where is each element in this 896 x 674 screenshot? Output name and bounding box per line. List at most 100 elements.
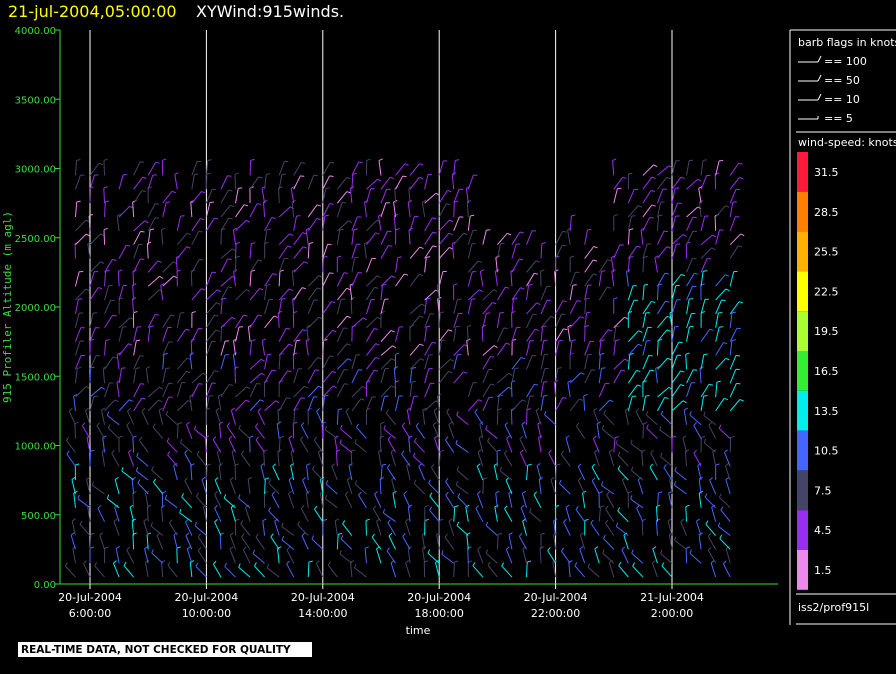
wind-barb-flag: [185, 518, 189, 523]
wind-barb: [540, 286, 548, 301]
wind-barb: [526, 302, 538, 315]
wind-barb: [351, 272, 359, 287]
wind-barb-flag: [707, 546, 712, 551]
wind-barb: [336, 383, 345, 398]
wind-barb-flag: [556, 463, 561, 466]
wind-barb: [247, 326, 251, 342]
wind-barb: [102, 437, 106, 453]
wind-barb: [106, 498, 120, 509]
wind-barb: [205, 160, 209, 176]
wind-barb: [445, 494, 455, 509]
x-ticks: 20-Jul-20046:00:0020-Jul-200410:00:0020-…: [58, 584, 704, 620]
barb-legend: == 100== 50== 10== 5: [798, 55, 867, 125]
wind-barb-flag: [534, 328, 540, 331]
wind-barb: [519, 452, 527, 467]
wind-barb: [118, 174, 124, 190]
chart-title: XYWind:915winds.: [196, 2, 344, 21]
wind-barb: [351, 229, 355, 245]
wind-barb-flag: [340, 535, 344, 540]
wind-barb: [75, 288, 86, 301]
wind-barb-flag: [456, 466, 460, 471]
wind-barb-flag: [550, 315, 555, 319]
wind-barb-flag: [159, 386, 164, 390]
wind-barb: [680, 521, 688, 536]
wind-barb-flag: [499, 311, 504, 314]
wind-barb: [451, 174, 455, 190]
wind-barb: [598, 368, 603, 384]
wind-barb-flag: [598, 491, 604, 494]
wind-barb: [249, 176, 260, 190]
wind-barb: [612, 160, 615, 176]
wind-barb: [501, 565, 513, 578]
wind-barb: [408, 229, 411, 245]
wind-barb: [144, 548, 149, 564]
wind-barb-flag: [364, 241, 369, 245]
wind-barb-flag: [682, 400, 687, 404]
wind-barb-flag: [645, 312, 650, 314]
wind-barb-flag: [738, 245, 743, 248]
wind-barb: [693, 425, 702, 439]
wind-barb: [519, 438, 527, 453]
wind-barb-flag: [587, 228, 592, 231]
wind-barb: [322, 215, 326, 231]
wind-barb: [162, 341, 170, 356]
wind-barb: [698, 479, 702, 495]
wind-barb-flag: [666, 176, 671, 180]
wind-barb: [71, 520, 76, 536]
wind-barb: [693, 452, 702, 467]
wind-barb: [630, 498, 644, 509]
wind-barb: [162, 396, 170, 412]
wind-barb: [374, 494, 382, 509]
wind-barb: [446, 411, 455, 425]
wind-barb-flag: [358, 369, 363, 371]
wind-barb: [715, 299, 722, 315]
wind-barb-flag: [725, 357, 730, 361]
wind-barb: [264, 174, 267, 190]
wind-barb-flag: [449, 219, 454, 223]
wind-barb: [278, 206, 291, 218]
wind-barb-flag: [105, 200, 110, 203]
wind-barb: [264, 400, 276, 412]
wind-barb: [220, 275, 233, 287]
wind-barb: [108, 427, 120, 439]
wind-barb-flag: [402, 175, 407, 178]
wind-barb: [535, 410, 542, 425]
wind-barb-flag: [216, 302, 221, 305]
wind-barb-flag: [674, 536, 677, 541]
wind-barb: [234, 174, 236, 190]
wind-barb-flag: [375, 343, 380, 346]
wind-barb-flag: [426, 325, 431, 328]
barb-legend-label: == 10: [824, 93, 860, 106]
wind-barb-flag: [667, 518, 672, 522]
wind-barb: [642, 327, 649, 342]
wind-barb: [162, 314, 172, 329]
wind-barb-flag: [407, 407, 412, 411]
wind-barb-flag: [572, 284, 577, 286]
wind-barb: [205, 272, 213, 287]
wind-barb: [642, 312, 647, 328]
wind-barb-flag: [308, 560, 313, 563]
wind-barb: [322, 329, 334, 342]
wind-barb-flag: [254, 562, 257, 567]
wind-barb: [485, 552, 498, 564]
wind-barb-flag: [186, 246, 191, 249]
wind-barb: [668, 493, 673, 508]
wind-barb: [671, 176, 682, 190]
wind-barb-flag: [154, 203, 160, 205]
wind-barb-flag: [324, 494, 328, 499]
wind-barb: [146, 243, 149, 259]
wind-barb: [235, 326, 240, 342]
wind-barb: [657, 300, 666, 315]
wind-barb-flag: [401, 422, 406, 427]
wind-barb-flag: [701, 435, 706, 438]
wind-barb-flag: [685, 546, 691, 549]
wind-barb: [117, 271, 120, 287]
wind-barb-flag: [150, 522, 153, 527]
wind-barb-flag: [593, 435, 597, 440]
wind-barb: [591, 466, 600, 481]
wind-barb-flag: [421, 303, 426, 307]
wind-barb: [712, 451, 717, 467]
wind-barb: [584, 246, 595, 259]
wind-barb: [424, 313, 431, 328]
wind-barb: [68, 410, 76, 425]
